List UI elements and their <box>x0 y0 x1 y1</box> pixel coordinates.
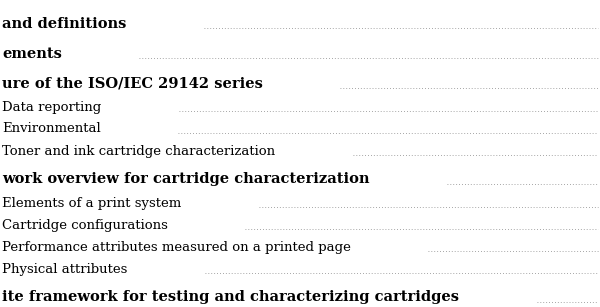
Text: Toner and ink cartridge characterization: Toner and ink cartridge characterization <box>2 145 275 157</box>
Text: ements: ements <box>2 46 62 60</box>
Text: ure of the ISO/IEC 29142 series: ure of the ISO/IEC 29142 series <box>2 76 263 91</box>
Text: ite framework for testing and characterizing cartridges: ite framework for testing and characteri… <box>2 290 459 305</box>
Text: Data reporting: Data reporting <box>2 100 101 114</box>
Text: Physical attributes: Physical attributes <box>2 262 127 275</box>
Text: Elements of a print system: Elements of a print system <box>2 196 181 209</box>
Text: Cartridge configurations: Cartridge configurations <box>2 219 168 231</box>
Text: and definitions: and definitions <box>2 17 127 30</box>
Text: work overview for cartridge characterization: work overview for cartridge characteriza… <box>2 173 370 186</box>
Text: Performance attributes measured on a printed page: Performance attributes measured on a pri… <box>2 240 351 254</box>
Text: Environmental: Environmental <box>2 122 101 135</box>
